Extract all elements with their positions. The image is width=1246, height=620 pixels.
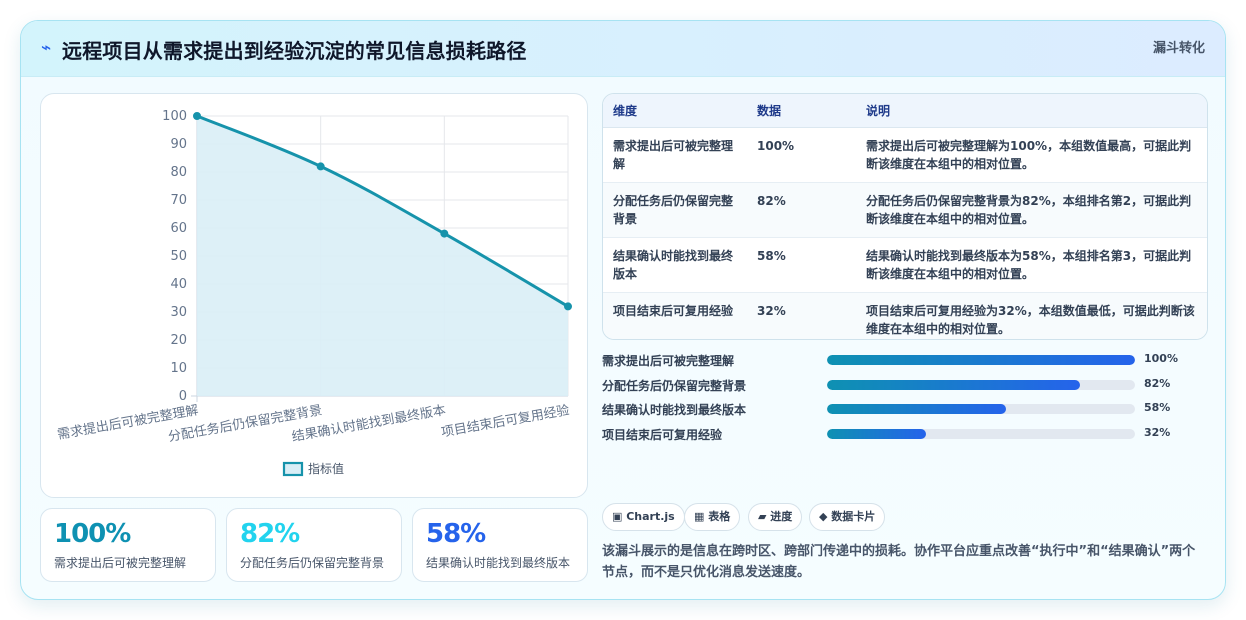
progress-row: 需求提出后可被完整理解 100% (602, 349, 1208, 374)
table-row: 结果确认时能找到最终版本 58% 结果确认时能找到最终版本为58%，本组排名第3… (603, 237, 1207, 293)
kpi-label: 结果确认时能找到最终版本 (426, 556, 571, 570)
table-cell: 结果确认时能找到最终版本为58%，本组排名第3，可据此判断该维度在本组中的相对位… (856, 237, 1207, 293)
progress-row: 项目结束后可复用经验 32% (602, 423, 1208, 448)
tag-chartjs[interactable]: ▣ Chart.js (602, 503, 685, 531)
series-line (196, 114, 569, 308)
y-tick-label: 60 (170, 221, 187, 236)
table-cell: 需求提出后可被完整理解 (603, 127, 747, 183)
table-cell: 32% (747, 292, 856, 339)
table-cell: 结果确认时能找到最终版本 (603, 237, 747, 293)
legend-swatch (282, 461, 304, 477)
table-cell: 项目结束后可复用经验为32%，本组数值最低，可据此判断该维度在本组中的相对位置。 (856, 292, 1207, 339)
progress-fill (827, 404, 1006, 415)
chart-panel: 0 10 20 30 40 50 60 70 80 90 100 需求提出后可被完整理解 分配任务后仍保… (40, 93, 588, 498)
data-point (316, 162, 325, 171)
progress-fill (827, 379, 1080, 390)
table-cell: 分配任务后仍保留完整背景 (603, 182, 747, 238)
kpi-card-3: 58% 结果确认时能找到最终版本 (412, 508, 588, 582)
legend-label: 指标值 (308, 461, 344, 476)
table-cell: 需求提出后可被完整理解为100%，本组数值最高，可据此判断该维度在本组中的相对位… (856, 127, 1207, 183)
data-point (564, 302, 572, 311)
progress-value: 32% (1144, 426, 1171, 440)
y-tick-label: 0 (179, 389, 187, 404)
y-tick-label: 20 (170, 333, 187, 348)
table-cell: 分配任务后仍保留完整背景为82%，本组排名第2，可据此判断该维度在本组中的相对位… (856, 182, 1207, 238)
data-point (440, 229, 449, 238)
type-badge: 漏斗转化 (1152, 41, 1205, 56)
kpi-label: 需求提出后可被完整理解 (54, 556, 187, 570)
table-cell: 项目结束后可复用经验 (603, 292, 747, 339)
table-header-row: 维度 数据 说明 (603, 94, 1207, 128)
table-cell: 58% (747, 237, 856, 293)
progress-value: 58% (1144, 401, 1171, 415)
kpi-card-2: 82% 分配任务后仍保留完整背景 (226, 508, 402, 582)
table-row: 项目结束后可复用经验 32% 项目结束后可复用经验为32%，本组数值最低，可据此… (603, 292, 1207, 339)
tag-data-card[interactable]: ◆ 数据卡片 (809, 503, 886, 531)
y-tick-label: 40 (170, 277, 187, 292)
kpi-value: 100% (54, 519, 131, 549)
table-cell: 100% (747, 127, 856, 183)
tag-table[interactable]: ▦ 表格 (684, 503, 741, 531)
y-tick-label: 10 (170, 361, 187, 376)
kpi-value: 58% (426, 519, 486, 549)
series-area (197, 116, 568, 396)
data-table: 维度 数据 说明 需求提出后可被完整理解 100% 需求提出后可被完整理解为10… (602, 93, 1208, 340)
column-header: 数据 (747, 94, 856, 128)
progress-track (827, 355, 1135, 365)
y-tick-label: 80 (170, 165, 187, 180)
progress-track (827, 429, 1135, 440)
summary-note: 该漏斗展示的是信息在跨时区、跨部门传递中的损耗。协作平台应重点改善“执行中”和“… (602, 544, 1196, 580)
page-title: 远程项目从需求提出到经验沉淀的常见信息损耗路径 (62, 39, 527, 63)
column-header: 维度 (603, 94, 747, 128)
progress-row: 分配任务后仍保留完整背景 82% (602, 374, 1208, 399)
table-row: 分配任务后仍保留完整背景 82% 分配任务后仍保留完整背景为82%，本组排名第2… (603, 182, 1207, 238)
progress-label: 结果确认时能找到最终版本 (602, 403, 747, 418)
progress-label: 项目结束后可复用经验 (602, 428, 723, 443)
y-tick-label: 90 (170, 137, 187, 152)
table-cell: 82% (747, 182, 856, 238)
table-row: 需求提出后可被完整理解 100% 需求提出后可被完整理解为100%，本组数值最高… (603, 127, 1207, 183)
y-tick-label: 30 (170, 305, 187, 320)
kpi-value: 82% (240, 519, 300, 549)
kpi-card-1: 100% 需求提出后可被完整理解 (40, 508, 216, 582)
header: ⌁ 远程项目从需求提出到经验沉淀的常见信息损耗路径 漏斗转化 (21, 21, 1225, 77)
progress-fill (827, 355, 1135, 365)
data-point (193, 112, 201, 120)
progress-value: 100% (1144, 352, 1178, 365)
progress-fill (827, 429, 926, 440)
lightning-icon: ⌁ (41, 38, 52, 58)
progress-row: 结果确认时能找到最终版本 58% (602, 398, 1208, 423)
y-tick-label: 50 (170, 249, 187, 264)
dashboard-card: ⌁ 远程项目从需求提出到经验沉淀的常见信息损耗路径 漏斗转化 0 10 20 30 40… (20, 20, 1226, 600)
y-tick-label: 100 (162, 109, 187, 124)
tag-progress[interactable]: ▰ 进度 (748, 503, 803, 531)
column-header: 说明 (856, 94, 1207, 128)
progress-value: 82% (1144, 376, 1171, 390)
y-tick-label: 70 (170, 193, 187, 208)
line-area-chart: 0102030405060708090100需求提出后可被完整理解分配任务后仍保… (56, 109, 572, 477)
progress-track (827, 379, 1135, 390)
kpi-label: 分配任务后仍保留完整背景 (240, 556, 385, 570)
x-tick-label: 项目结束后可复用经验 (440, 402, 571, 440)
progress-label: 需求提出后可被完整理解 (602, 354, 735, 368)
progress-list: 需求提出后可被完整理解 100% 分配任务后仍保留完整背景 82% 结果确认时能… (602, 349, 1208, 448)
progress-track (827, 404, 1135, 415)
progress-label: 分配任务后仍保留完整背景 (602, 378, 747, 393)
